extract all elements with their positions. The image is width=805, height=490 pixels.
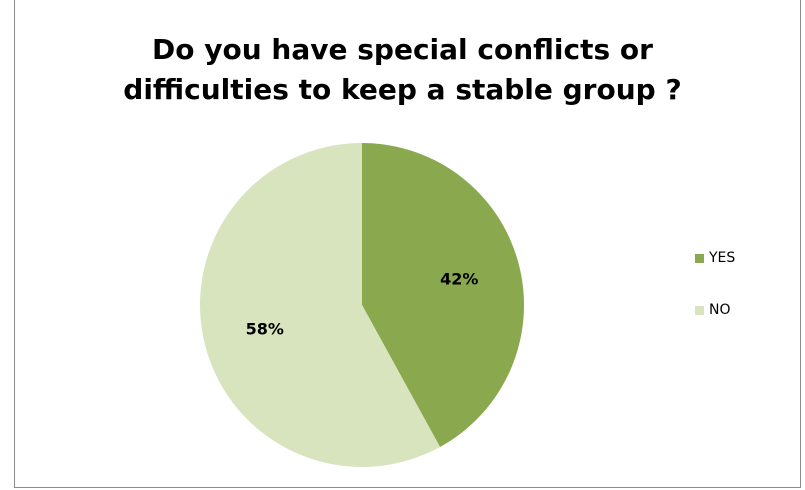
legend-label-yes: YES <box>709 250 736 266</box>
data-label-no: 58% <box>246 319 284 338</box>
legend-label-no: NO <box>709 302 731 318</box>
legend-item-no: NO <box>695 300 735 320</box>
data-label-yes: 42% <box>440 270 478 289</box>
pie-slice-yes <box>362 143 524 447</box>
legend: YES NO <box>695 248 735 352</box>
legend-swatch-no <box>695 305 704 315</box>
legend-item-yes: YES <box>695 248 735 268</box>
pie-slice-no <box>200 143 441 467</box>
chart-title-line-2: difficulties to keep a stable group ? <box>123 73 682 106</box>
legend-swatch-yes <box>695 253 704 263</box>
chart-title-line-1: Do you have special conflicts or <box>152 33 653 66</box>
chart-title: Do you have special conflicts or difficu… <box>0 30 805 110</box>
